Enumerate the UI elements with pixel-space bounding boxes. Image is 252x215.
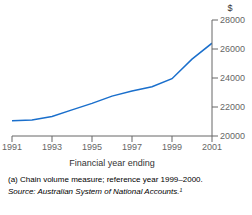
- svg-text:28000: 28000: [220, 15, 244, 25]
- svg-text:1999: 1999: [162, 142, 182, 152]
- html-text:(a) Chain volume measure; refe: (a) Chain volume measure; reference year…: [8, 175, 203, 184]
- svg-text:26000: 26000: [220, 44, 244, 54]
- svg-text:1993: 1993: [42, 142, 62, 152]
- svg-text:1991: 1991: [8, 142, 22, 152]
- html-text:Source: Australian System of N: Source: Australian System of National Ac…: [8, 187, 183, 196]
- svg-text:$: $: [227, 3, 232, 13]
- svg-text:1997: 1997: [122, 142, 142, 152]
- svg-text:Financial year ending: Financial year ending: [69, 158, 155, 168]
- svg-text:22000: 22000: [220, 102, 244, 112]
- svg-text:1995: 1995: [82, 142, 102, 152]
- svg-text:20000: 20000: [220, 131, 244, 141]
- svg-text:24000: 24000: [220, 73, 244, 83]
- svg-text:2001: 2001: [202, 142, 222, 152]
